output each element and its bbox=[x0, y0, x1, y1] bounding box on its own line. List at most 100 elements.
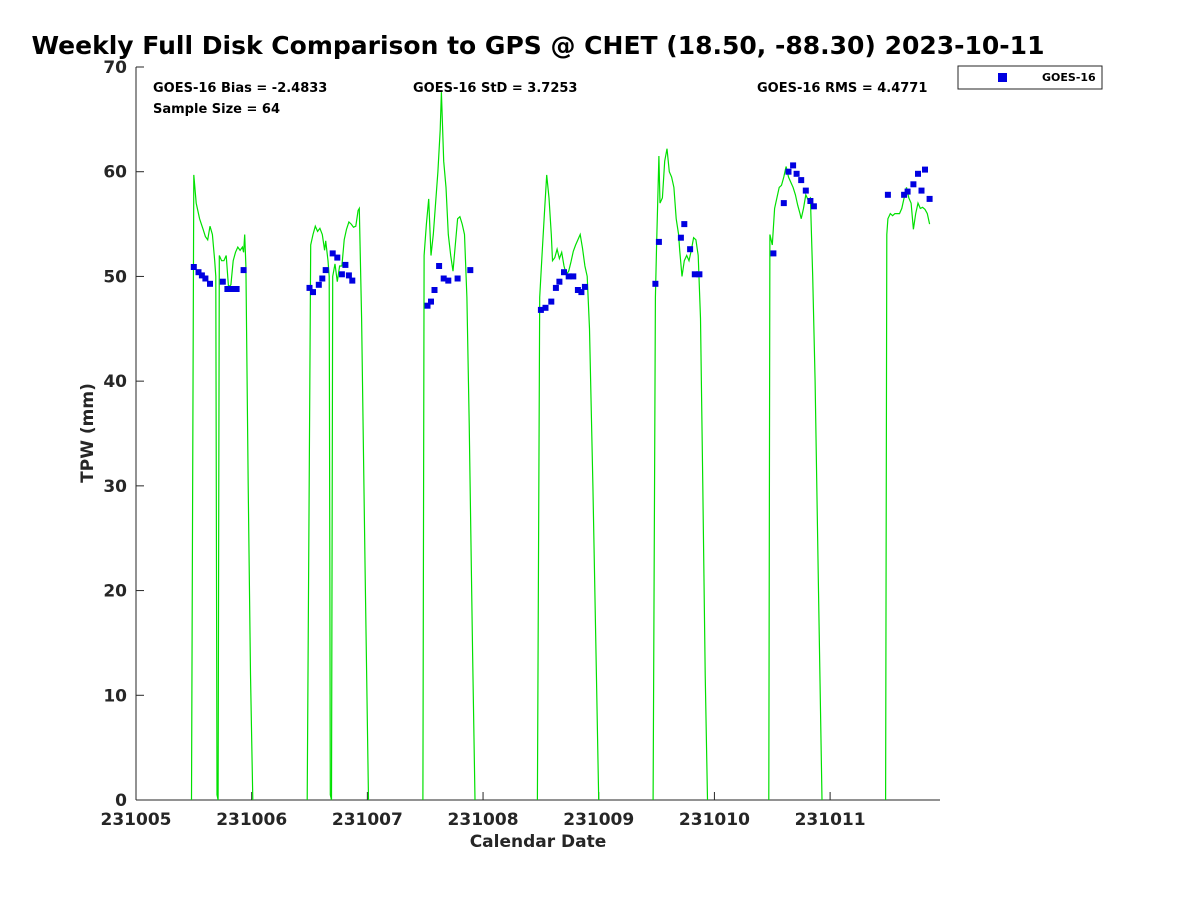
goes16-point bbox=[424, 302, 431, 309]
gps-line-series bbox=[190, 92, 931, 801]
y-tick-label: 20 bbox=[103, 582, 127, 602]
goes16-point bbox=[770, 250, 777, 257]
goes16-point bbox=[552, 284, 559, 291]
stat-sample-size: Sample Size = 64 bbox=[153, 102, 280, 117]
goes16-point bbox=[190, 264, 197, 270]
y-tick-label: 30 bbox=[103, 477, 127, 497]
goes16-point bbox=[915, 170, 921, 177]
goes16-point bbox=[561, 269, 567, 276]
goes16-point bbox=[229, 286, 235, 292]
goes16-point bbox=[652, 280, 659, 287]
goes16-point bbox=[691, 271, 698, 278]
gps-line-segment-7 bbox=[885, 187, 931, 801]
goes16-point bbox=[918, 187, 925, 194]
stat-bias: GOES-16 Bias = -2.4833 bbox=[153, 81, 327, 96]
x-tick-label: 231010 bbox=[679, 810, 750, 830]
goes16-point bbox=[198, 272, 205, 279]
goes16-point bbox=[431, 287, 438, 293]
goes16-point bbox=[207, 280, 213, 287]
goes16-point bbox=[581, 283, 588, 290]
goes16-point bbox=[556, 278, 563, 285]
stat-std: GOES-16 StD = 3.7253 bbox=[413, 81, 577, 96]
goes16-point bbox=[306, 284, 313, 291]
x-tick-label: 231009 bbox=[563, 810, 634, 830]
x-axis-ticks: 231005 231006 231007 231008 231009 231010 2310… bbox=[101, 792, 866, 830]
x-axis-label: Calendar Date bbox=[470, 832, 607, 852]
goes16-point bbox=[319, 275, 326, 282]
goes16-point bbox=[428, 298, 434, 305]
goes16-point bbox=[315, 281, 322, 288]
goes16-point bbox=[807, 198, 814, 204]
goes16-point bbox=[904, 188, 911, 195]
goes16-point bbox=[696, 271, 703, 278]
goes16-point bbox=[349, 277, 356, 284]
goes16-point bbox=[884, 191, 891, 198]
goes16-point bbox=[219, 278, 226, 285]
goes16-point bbox=[570, 273, 577, 280]
goes16-point bbox=[574, 287, 581, 293]
legend-box bbox=[957, 65, 1103, 90]
goes16-point bbox=[578, 289, 585, 296]
y-tick-label: 10 bbox=[103, 686, 127, 706]
chart-title: Weekly Full Disk Comparison to GPS @ CHE… bbox=[32, 31, 1045, 60]
goes16-point bbox=[195, 269, 202, 276]
gps-line-segment-2 bbox=[306, 206, 370, 801]
x-tick-label: 231008 bbox=[448, 810, 519, 830]
goes16-point bbox=[677, 234, 684, 241]
goes16-point bbox=[790, 162, 797, 169]
stat-rms: GOES-16 RMS = 4.4771 bbox=[757, 81, 927, 96]
goes16-point bbox=[548, 298, 555, 305]
y-axis-label: TPW (mm) bbox=[78, 383, 98, 483]
goes16-point bbox=[798, 177, 805, 184]
goes16-point bbox=[542, 304, 549, 311]
gps-line-segment-1 bbox=[190, 174, 254, 801]
goes16-point bbox=[901, 191, 908, 198]
goes16-point bbox=[334, 254, 341, 261]
x-tick-label: 231005 bbox=[101, 810, 172, 830]
goes16-point bbox=[202, 275, 209, 282]
goes16-point bbox=[810, 203, 817, 210]
goes16-point bbox=[224, 286, 231, 292]
goes16-point bbox=[445, 277, 452, 284]
goes16-point bbox=[655, 238, 662, 245]
goes16-point bbox=[780, 200, 787, 207]
goes16-point bbox=[681, 221, 688, 228]
legend-label: GOES-16 bbox=[1042, 71, 1096, 84]
goes16-point bbox=[436, 263, 443, 269]
x-tick-label: 231006 bbox=[216, 810, 287, 830]
goes16-point bbox=[926, 195, 933, 202]
goes16-point bbox=[440, 275, 447, 282]
goes16-point bbox=[922, 166, 928, 173]
goes16-point bbox=[342, 261, 349, 268]
y-axis-ticks: 0 10 20 30 40 50 60 70 bbox=[103, 58, 144, 811]
plot-area: 0 10 20 30 40 50 60 70 231005 231006 231007 231008… bbox=[101, 58, 940, 830]
legend-marker bbox=[998, 73, 1007, 82]
goes16-point bbox=[329, 250, 336, 257]
y-tick-label: 0 bbox=[115, 791, 127, 811]
goes16-point bbox=[338, 271, 345, 278]
goes16-point bbox=[454, 275, 461, 282]
goes16-point bbox=[537, 306, 544, 313]
legend: GOES-16 bbox=[957, 65, 1103, 90]
y-tick-label: 40 bbox=[103, 372, 127, 392]
goes16-point bbox=[910, 181, 917, 188]
goes16-point bbox=[467, 267, 474, 274]
x-tick-label: 231011 bbox=[795, 810, 866, 830]
goes16-point bbox=[345, 272, 352, 279]
y-tick-label: 60 bbox=[103, 163, 127, 183]
goes16-point bbox=[565, 273, 572, 280]
gps-line-segment-5 bbox=[652, 148, 709, 801]
goes16-point bbox=[802, 187, 809, 194]
goes16-point bbox=[233, 286, 240, 292]
goes16-point bbox=[793, 170, 800, 177]
x-tick-label: 231007 bbox=[332, 810, 403, 830]
y-tick-label: 50 bbox=[103, 267, 127, 287]
goes16-point bbox=[322, 267, 329, 274]
goes16-point bbox=[240, 267, 247, 274]
goes16-point-series bbox=[190, 162, 933, 313]
gps-line-segment-3 bbox=[422, 92, 476, 801]
goes16-point bbox=[310, 289, 316, 296]
goes16-point bbox=[785, 168, 792, 175]
gps-line-segment-6 bbox=[768, 166, 823, 801]
